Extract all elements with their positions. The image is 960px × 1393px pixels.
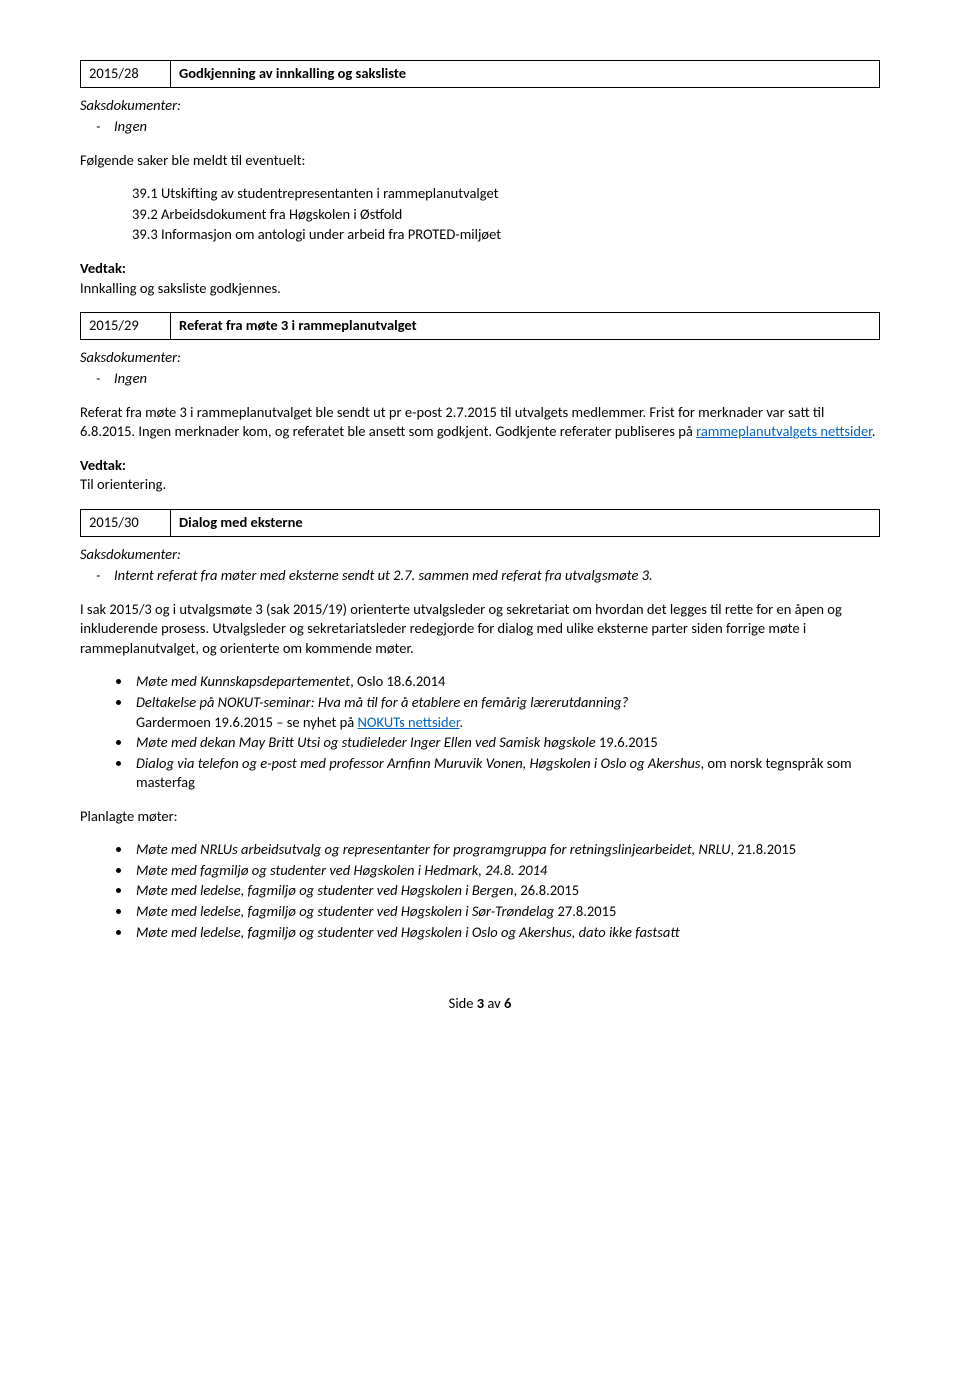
list-item: Møte med Kunnskapsdepartementet, Oslo 18… <box>132 672 880 692</box>
item-italic: Møte med dekan May Britt Utsi og studiel… <box>136 733 596 751</box>
list-item: Møte med ledelse, fagmiljø og studenter … <box>132 881 880 901</box>
numbered-block: 39.1 Utskifting av studentrepresentanten… <box>80 184 880 245</box>
numbered-item: 39.1 Utskifting av studentrepresentanten… <box>132 184 880 204</box>
item-sub-after: . <box>459 713 463 731</box>
numbered-item: 39.2 Arbeidsdokument fra Høgskolen i Øst… <box>132 205 880 225</box>
numbered-item: 39.3 Informasjon om antologi under arbei… <box>132 225 880 245</box>
item-italic: Møte med NRLUs arbeidsutvalg og represen… <box>136 840 730 858</box>
item-italic: Møte med ledelse, fagmiljø og studenter … <box>136 923 680 941</box>
docs-list: Internt referat fra møter med eksterne s… <box>80 566 880 586</box>
case-id: 2015/28 <box>81 61 171 87</box>
case-title: Godkjenning av innkalling og saksliste <box>171 61 879 87</box>
intro-text: Følgende saker ble meldt til eventuelt: <box>80 151 880 171</box>
item-sub-before: Gardermoen 19.6.2015 – se nyhet på <box>136 713 358 731</box>
vedtak-text: Til orientering. <box>80 475 880 495</box>
vedtak-label: Vedtak: <box>80 259 880 279</box>
vedtak-text: Innkalling og saksliste godkjennes. <box>80 279 880 299</box>
docs-item: Ingen <box>114 117 880 137</box>
body-after: . <box>872 422 876 440</box>
docs-item: Ingen <box>114 369 880 389</box>
item-italic: Møte med ledelse, fagmiljø og studenter … <box>136 902 554 920</box>
planned-label: Planlagte møter: <box>80 807 880 827</box>
docs-item: Internt referat fra møter med eksterne s… <box>114 566 880 586</box>
item-rest: , Oslo 18.6.2014 <box>350 672 445 690</box>
item-rest: 19.6.2015 <box>596 733 658 751</box>
case-id: 2015/29 <box>81 313 171 339</box>
bullets-first: Møte med Kunnskapsdepartementet, Oslo 18… <box>80 672 880 792</box>
body-link[interactable]: rammeplanutvalgets nettsider <box>696 422 872 440</box>
case-id: 2015/30 <box>81 510 171 536</box>
docs-label: Saksdokumenter: <box>80 96 880 116</box>
docs-list: Ingen <box>80 117 880 137</box>
case-header: 2015/29 Referat fra møte 3 i rammeplanut… <box>80 312 880 340</box>
list-item: Møte med ledelse, fagmiljø og studenter … <box>132 902 880 922</box>
item-sub-link[interactable]: NOKUTs nettsider <box>358 713 460 731</box>
footer-prefix: Side <box>449 994 477 1012</box>
item-italic: Møte med ledelse, fagmiljø og studenter … <box>136 881 513 899</box>
vedtak-label: Vedtak: <box>80 456 880 476</box>
case-title: Dialog med eksterne <box>171 510 879 536</box>
list-item: Dialog via telefon og e-post med profess… <box>132 754 880 793</box>
docs-label: Saksdokumenter: <box>80 545 880 565</box>
item-italic: Møte med fagmiljø og studenter ved Høgsk… <box>136 861 547 879</box>
footer-suffix: av <box>484 994 504 1012</box>
page-footer: Side 3 av 6 <box>80 994 880 1014</box>
item-rest: , 26.8.2015 <box>513 881 579 899</box>
list-item: Møte med dekan May Britt Utsi og studiel… <box>132 733 880 753</box>
bullets-planned: Møte med NRLUs arbeidsutvalg og represen… <box>80 840 880 942</box>
item-italic: Dialog via telefon og e-post med profess… <box>136 754 700 772</box>
footer-total: 6 <box>504 994 511 1012</box>
item-italic: Møte med Kunnskapsdepartementet <box>136 672 350 690</box>
list-item: Deltakelse på NOKUT-seminar: Hva må til … <box>132 693 880 732</box>
docs-list: Ingen <box>80 369 880 389</box>
item-rest: 27.8.2015 <box>554 902 616 920</box>
case-header: 2015/30 Dialog med eksterne <box>80 509 880 537</box>
case-title: Referat fra møte 3 i rammeplanutvalget <box>171 313 879 339</box>
list-item: Møte med fagmiljø og studenter ved Høgsk… <box>132 861 880 881</box>
para1: I sak 2015/3 og i utvalgsmøte 3 (sak 201… <box>80 600 880 659</box>
list-item: Møte med NRLUs arbeidsutvalg og represen… <box>132 840 880 860</box>
item-italic: Deltakelse på NOKUT-seminar: Hva må til … <box>136 693 628 711</box>
docs-label: Saksdokumenter: <box>80 348 880 368</box>
list-item: Møte med ledelse, fagmiljø og studenter … <box>132 923 880 943</box>
case-header: 2015/28 Godkjenning av innkalling og sak… <box>80 60 880 88</box>
item-rest: , 21.8.2015 <box>730 840 796 858</box>
body-text: Referat fra møte 3 i rammeplanutvalget b… <box>80 403 880 442</box>
